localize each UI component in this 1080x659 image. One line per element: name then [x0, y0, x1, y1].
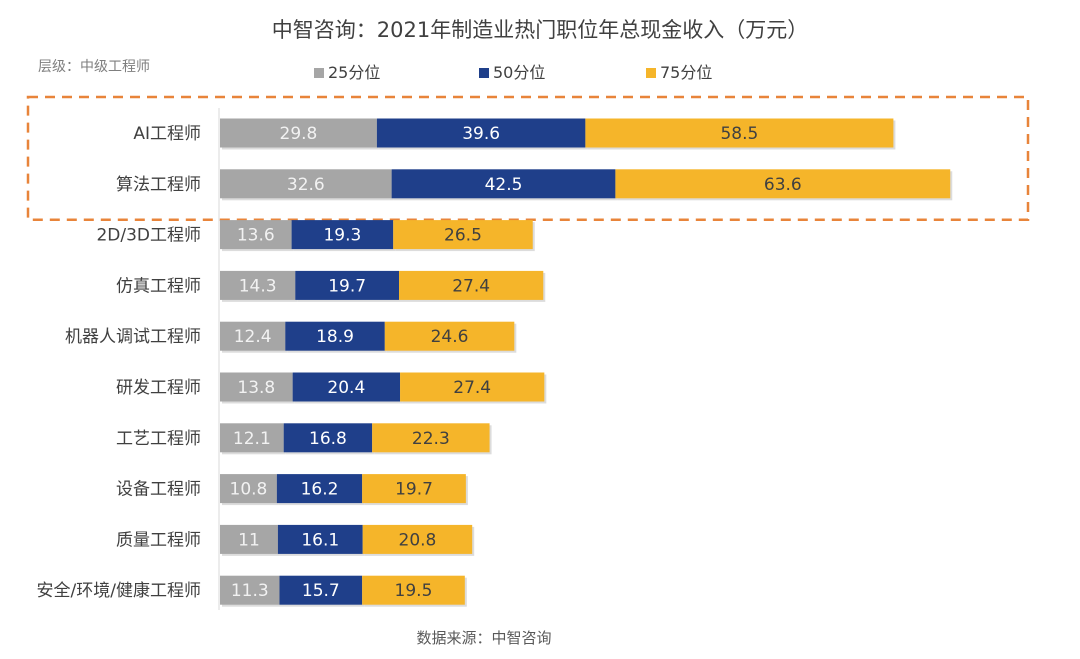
data-label: 19.7	[328, 276, 366, 296]
data-label: 20.8	[399, 530, 437, 550]
bar-segment-3	[372, 423, 490, 453]
bar-segment-3	[400, 372, 545, 402]
data-label: 10.8	[230, 480, 268, 500]
bar-segment-2	[295, 270, 400, 300]
bar-segment-1	[220, 270, 296, 300]
data-label: 14.3	[239, 276, 277, 296]
data-label: 11	[238, 530, 260, 550]
bar-segment-1	[220, 372, 293, 402]
bar-segment-2	[285, 321, 385, 351]
bar-segment-2	[279, 575, 363, 605]
bar-segment-2	[292, 372, 401, 402]
category-label: 工艺工程师	[116, 429, 201, 449]
bar-segment-3	[399, 270, 544, 300]
bar-segment-3	[615, 169, 951, 199]
data-label: 19.3	[323, 226, 361, 246]
bar-segment-3	[585, 118, 894, 148]
legend-label-3: 75分位	[660, 63, 712, 82]
data-label: 27.4	[453, 378, 491, 398]
bar-segment-1	[220, 575, 280, 605]
legend: 25分位 50分位 75分位	[314, 63, 712, 82]
bar-segment-1	[220, 524, 278, 554]
data-label: 15.7	[302, 581, 340, 601]
data-label: 19.5	[395, 581, 433, 601]
data-label: 39.6	[462, 124, 500, 144]
data-label: 16.1	[301, 530, 339, 550]
legend-label-2: 50分位	[493, 63, 545, 82]
data-label: 32.6	[287, 175, 325, 195]
data-label: 42.5	[485, 175, 523, 195]
legend-label-1: 25分位	[328, 63, 380, 82]
data-label: 22.3	[412, 429, 450, 449]
bar-segment-3	[362, 474, 466, 504]
data-label: 20.4	[327, 378, 365, 398]
bar-segment-2	[277, 524, 363, 554]
category-label: 质量工程师	[116, 530, 201, 550]
legend-swatch-2	[479, 68, 489, 78]
bars: 29.8 39.6 58.5 32.6 42.5 63.6 13.6 19.3 26.5 14.3…	[220, 118, 953, 607]
data-label: 26.5	[444, 226, 482, 246]
bar-segment-2	[291, 220, 394, 250]
legend-swatch-3	[646, 68, 656, 78]
chart-subtitle: 层级：中级工程师	[38, 59, 150, 75]
data-label: 18.9	[316, 327, 354, 347]
legend-swatch-1	[314, 68, 324, 78]
bar-segment-3	[393, 220, 533, 250]
category-label: 研发工程师	[116, 378, 201, 398]
data-label: 19.7	[395, 480, 433, 500]
category-label: 仿真工程师	[116, 276, 201, 296]
data-label: 58.5	[720, 124, 758, 144]
data-label: 29.8	[280, 124, 318, 144]
data-label: 24.6	[431, 327, 469, 347]
category-label: 2D/3D工程师	[96, 226, 201, 246]
bar-segment-3	[362, 524, 473, 554]
category-label: 安全/环境/健康工程师	[37, 581, 201, 601]
bar-segment-2	[391, 169, 616, 199]
data-label: 16.8	[309, 429, 347, 449]
chart-title: 中智咨询：2021年制造业热门职位年总现金收入（万元）	[272, 18, 808, 42]
bar-segment-1	[220, 474, 277, 504]
bar-segment-3	[384, 321, 515, 351]
bar-segment-2	[283, 423, 373, 453]
data-label: 11.3	[231, 581, 269, 601]
category-label: 设备工程师	[116, 480, 201, 500]
category-label: 机器人调试工程师	[65, 327, 201, 347]
category-label: AI工程师	[133, 124, 201, 144]
bar-segment-3	[362, 575, 465, 605]
category-label: 算法工程师	[116, 175, 201, 195]
data-label: 27.4	[452, 276, 490, 296]
data-label: 13.6	[237, 226, 275, 246]
bar-segment-2	[376, 118, 586, 148]
source-note: 数据来源：中智咨询	[416, 629, 551, 647]
highlight-box	[26, 95, 1030, 222]
bar-segment-1	[220, 118, 377, 148]
data-label: 63.6	[764, 175, 802, 195]
bar-segment-1	[220, 169, 392, 199]
data-label: 13.8	[237, 378, 275, 398]
bar-segment-1	[220, 423, 284, 453]
bar-segment-1	[220, 321, 286, 351]
data-label: 12.1	[233, 429, 271, 449]
bar-segment-2	[276, 474, 363, 504]
data-label: 16.2	[301, 480, 339, 500]
data-label: 12.4	[234, 327, 272, 347]
bar-segment-1	[220, 220, 292, 250]
